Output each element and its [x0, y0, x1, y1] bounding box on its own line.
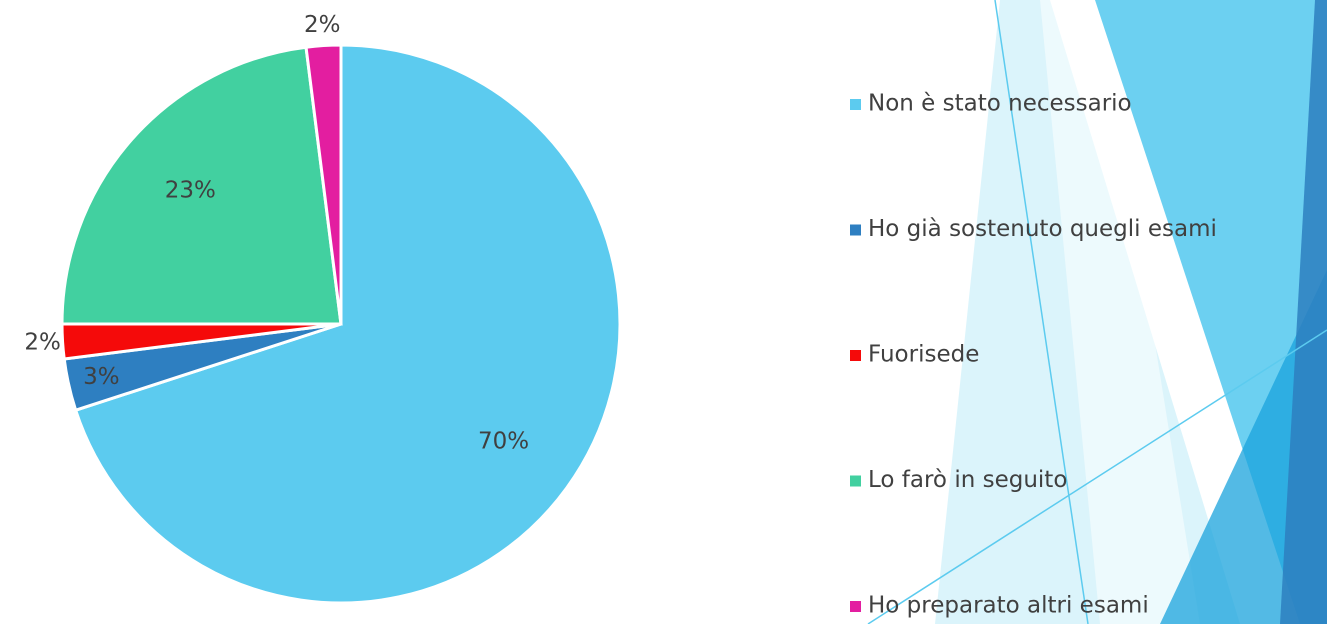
data-label: 2%	[24, 329, 61, 355]
legend-label: Ho già sostenuto quegli esami	[868, 216, 1217, 242]
data-label: 70%	[478, 429, 529, 455]
page: {"chart_data": {"type": "pie", "categori…	[0, 0, 1327, 624]
legend-label: Ho preparato altri esami	[868, 593, 1149, 619]
data-label: 3%	[83, 364, 120, 390]
legend-swatch	[850, 350, 861, 361]
slide: 70% 3% 2% 23% 2% Non è stato necessario Ho gi…	[0, 0, 1327, 624]
data-label: 23%	[165, 178, 216, 204]
legend-swatch	[850, 99, 861, 110]
pie: 70% 3% 2% 23% 2%	[24, 12, 620, 603]
legend-label: Non è stato necessario	[868, 91, 1132, 117]
legend-swatch	[850, 476, 861, 487]
legend-swatch	[850, 601, 861, 612]
legend-label: Fuorisede	[868, 342, 979, 368]
legend-label: Lo farò in seguito	[868, 467, 1067, 493]
data-label: 2%	[304, 12, 341, 38]
legend-swatch	[850, 225, 861, 236]
